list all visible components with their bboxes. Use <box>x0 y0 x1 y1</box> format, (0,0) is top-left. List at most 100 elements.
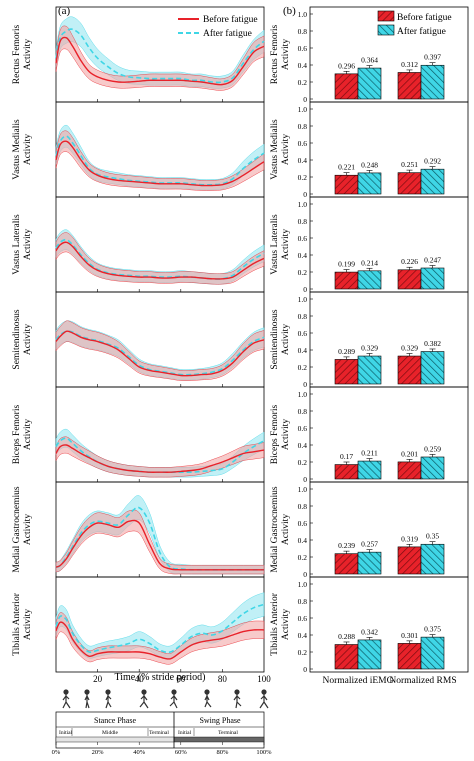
line-subplot: Tibialis Anterior Activity <box>12 576 265 673</box>
gait-phase-diagram: Stance Phase Swing Phase Initial Middle … <box>52 689 272 756</box>
y-tick-label: 0.2 <box>298 173 308 182</box>
subphase-label: Initial <box>59 730 73 736</box>
y-tick-label: 1.0 <box>298 390 308 399</box>
y-axis-label: Tibialis Anterior <box>270 592 280 656</box>
bar-value-label: 0.251 <box>401 160 418 169</box>
before-fatigue-band <box>55 25 265 91</box>
bar-subplot: 0 0.2 0.4 0.6 0.8 1.0 0.296 0.364 0.312 0.397 Rect… <box>270 6 469 104</box>
bar-value-label: 0.364 <box>361 56 378 65</box>
before-fatigue-bar <box>334 174 359 195</box>
bar-category-label: Normalized RMS <box>389 676 456 686</box>
before-fatigue-bar <box>334 271 359 290</box>
bar-value-label: 0.257 <box>361 540 378 549</box>
y-axis-label: Activity <box>281 419 291 450</box>
y-tick-label: 0.4 <box>298 631 308 640</box>
before-fatigue-bar <box>397 269 422 290</box>
walker-icon <box>84 689 90 709</box>
panel-label-b: (b) <box>283 5 296 17</box>
bar-value-label: 0.342 <box>361 627 378 636</box>
y-axis-label: Medial Gastrocnemius <box>270 486 280 573</box>
line-legend: Before fatigue After fatigue <box>178 14 258 39</box>
y-tick-label: 0.8 <box>298 312 308 321</box>
y-tick-label: 0.6 <box>298 329 308 338</box>
y-tick-label: 1.0 <box>298 295 308 304</box>
after-fatigue-bar <box>357 270 382 290</box>
walking-figures <box>62 689 269 709</box>
y-tick-label: 0 <box>303 190 307 199</box>
before-fatigue-band <box>55 509 265 575</box>
y-tick-label: 1.0 <box>298 105 308 114</box>
before-fatigue-bar <box>334 73 359 100</box>
y-axis-label: Rectus Femoris <box>12 25 22 85</box>
bar-legend-after: After fatigue <box>397 26 446 37</box>
y-tick-label: 1.0 <box>298 580 308 589</box>
y-tick-label: 0.4 <box>298 536 308 545</box>
bar-value-label: 0.201 <box>401 449 418 458</box>
y-tick-label: 0.6 <box>298 519 308 528</box>
stance-phase-label: Stance Phase <box>94 716 136 725</box>
after-fatigue-line <box>55 28 265 84</box>
y-axis-label: Activity <box>23 39 33 70</box>
after-fatigue-bar <box>420 543 445 575</box>
before-fatigue-line <box>55 241 265 280</box>
y-tick-label: 0 <box>303 380 307 389</box>
bar-value-label: 0.329 <box>401 343 418 352</box>
bar-subplot: 0 0.2 0.4 0.6 0.8 1.0 0.199 0.214 0.226 0.247 Vast… <box>270 196 469 294</box>
before-fatigue-bar <box>397 461 422 480</box>
y-axis-label: Activity <box>281 229 291 260</box>
y-axis-label: Vastus Medialis <box>12 119 22 180</box>
y-axis-label: Vastus Lateralis <box>12 214 22 275</box>
y-tick-label: 0.8 <box>298 217 308 226</box>
bar-value-label: 0.397 <box>424 53 441 62</box>
after-fatigue-bar <box>357 639 382 670</box>
bar-value-label: 0.375 <box>424 625 441 634</box>
subphase-label: Initial <box>178 730 192 736</box>
y-axis-label: Vastus Medialis <box>270 119 280 180</box>
bar-value-label: 0.248 <box>361 160 378 169</box>
bar-subplot: 0 0.2 0.4 0.6 0.8 1.0 0.239 0.257 0.319 0.35 Media… <box>270 481 469 579</box>
after-fatigue-bar <box>420 267 445 290</box>
before-fatigue-bar <box>397 172 422 195</box>
walker-icon <box>105 689 112 709</box>
y-axis-label: Activity <box>23 419 33 450</box>
plot-frame <box>309 576 469 673</box>
y-axis-label: Activity <box>281 39 291 70</box>
before-fatigue-line <box>55 330 265 377</box>
line-subplot: Biceps Femoris Activity <box>12 386 265 483</box>
phase-percent-label: 80% <box>216 749 229 756</box>
before-fatigue-line <box>55 444 265 473</box>
after-fatigue-line <box>55 603 265 654</box>
bar-value-label: 0.312 <box>401 60 418 69</box>
y-tick-label: 0.2 <box>298 458 308 467</box>
bar-value-label: 0.288 <box>338 632 355 641</box>
before-fatigue-bar <box>397 643 422 670</box>
before-fatigue-bar <box>397 546 422 575</box>
bar-value-label: 0.382 <box>424 339 441 348</box>
bar-value-label: 0.17 <box>340 452 353 461</box>
bar-value-label: 0.211 <box>361 449 378 458</box>
before-fatigue-line <box>55 621 265 660</box>
bar-value-label: 0.329 <box>361 343 378 352</box>
y-tick-label: 0.4 <box>298 61 308 70</box>
y-tick-label: 0.8 <box>298 27 308 36</box>
y-tick-label: 0.4 <box>298 251 308 260</box>
y-axis-label: Activity <box>23 609 33 640</box>
before-fatigue-band <box>55 232 265 285</box>
y-tick-label: 1.0 <box>298 200 308 209</box>
bar-value-label: 0.259 <box>424 444 441 453</box>
before-fatigue-band <box>55 320 265 381</box>
y-axis-label: Semitendinosus <box>12 309 22 369</box>
y-axis-label: Semitendinosus <box>270 309 280 369</box>
before-fatigue-line <box>55 519 264 571</box>
line-subplot: Semitendinosus Activity <box>12 291 265 388</box>
line-subplot: Vastus Lateralis Activity <box>12 196 265 293</box>
bar-subplot: 0 0.2 0.4 0.6 0.8 1.0 0.288 0.342 0.301 0.375 Tibi… <box>270 576 469 674</box>
bar-legend: Before fatigue After fatigue <box>377 10 452 37</box>
bar-value-label: 0.319 <box>401 534 418 543</box>
x-axis-title: Time (% stride period) <box>114 672 205 683</box>
phase-percent-label: 100% <box>256 749 272 756</box>
y-axis-label: Rectus Femoris <box>270 25 280 85</box>
walker-icon <box>204 689 212 708</box>
